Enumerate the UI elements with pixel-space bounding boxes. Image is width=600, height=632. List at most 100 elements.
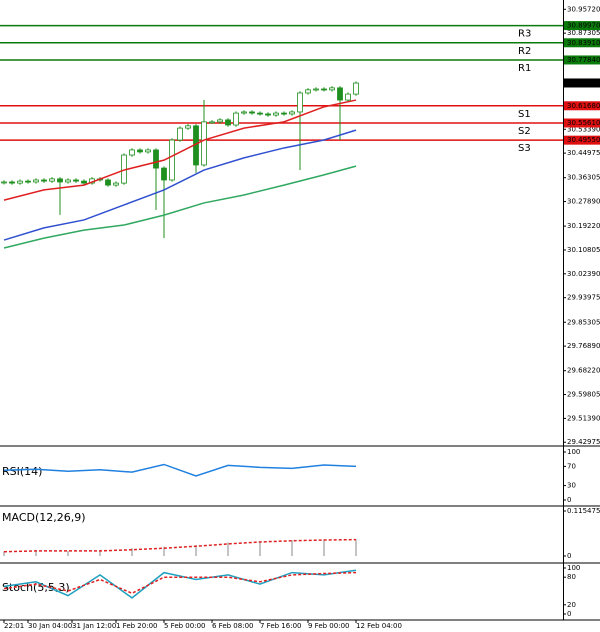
indicator-line xyxy=(3,99,357,201)
candle-body xyxy=(353,82,359,95)
y-tick-label: 0 xyxy=(567,610,571,618)
x-tick-label: 5 Feb 00:00 xyxy=(164,622,205,630)
candle-body xyxy=(345,93,351,101)
candle-body xyxy=(169,139,175,181)
candle-body xyxy=(145,149,151,153)
y-tick-label: 100 xyxy=(567,564,580,572)
x-tick-label: 22:01 xyxy=(4,622,24,630)
candle-body xyxy=(185,125,191,129)
histogram-bar xyxy=(227,542,229,556)
y-tick-label: 30.53390 xyxy=(567,125,600,133)
candle-body xyxy=(113,182,119,186)
candle-body xyxy=(49,178,55,182)
y-tick-label: 30.87305 xyxy=(567,29,600,37)
candle-body xyxy=(17,180,23,184)
histogram-bar xyxy=(259,541,261,556)
candle-body xyxy=(105,179,111,186)
level-name: R2 xyxy=(518,46,531,57)
candle-body xyxy=(289,111,295,115)
histogram-bar xyxy=(355,539,357,556)
candle-body xyxy=(201,121,207,166)
level-label: 30.49550 xyxy=(567,136,600,144)
level-box xyxy=(564,101,600,111)
indicator-line xyxy=(3,538,357,553)
y-tick-label: 30.36305 xyxy=(567,174,600,182)
candle-body xyxy=(33,179,39,183)
indicator-line xyxy=(3,571,357,595)
candle-body xyxy=(153,149,159,169)
candle-body xyxy=(233,112,239,126)
y-tick-label: 30.19220 xyxy=(567,222,600,230)
x-tick-label: 30 Jan 04:00 xyxy=(28,622,72,630)
candle-body xyxy=(225,119,231,126)
y-tick-label: 30.44975 xyxy=(567,149,600,157)
y-tick-label: 30 xyxy=(567,482,576,490)
level-label: 30.83910 xyxy=(567,39,600,47)
y-tick-label: 0.115475 xyxy=(567,507,600,515)
level-box xyxy=(564,135,600,145)
candle-body xyxy=(9,181,15,184)
y-tick-label: 29.51390 xyxy=(567,414,600,422)
y-tick-label: 30.27890 xyxy=(567,198,600,206)
histogram-bar xyxy=(99,551,101,556)
candle-body xyxy=(281,112,287,115)
candle-body xyxy=(209,121,215,124)
candle-body xyxy=(297,92,303,113)
level-box xyxy=(564,55,600,65)
x-tick-label: 6 Feb 08:00 xyxy=(212,622,253,630)
candle-body xyxy=(337,87,343,101)
y-tick-label: 29.93975 xyxy=(567,294,600,302)
level-name: S2 xyxy=(518,126,531,137)
indicator-line xyxy=(3,569,357,599)
candle-body xyxy=(81,180,87,184)
candle-body xyxy=(265,113,271,116)
x-tick-label: 31 Jan 12:00 xyxy=(72,622,116,630)
candle-body xyxy=(137,149,143,153)
y-tick-label: 0 xyxy=(567,552,571,560)
y-tick-label: 29.42975 xyxy=(567,438,600,446)
level-name: R3 xyxy=(518,29,531,40)
level-box xyxy=(564,38,600,48)
candle-body xyxy=(329,87,335,91)
indicator-line xyxy=(3,165,357,249)
indicator-line xyxy=(3,129,357,241)
y-tick-label: 30.95720 xyxy=(567,5,600,13)
candle-body xyxy=(1,181,7,184)
histogram-bar xyxy=(291,540,293,556)
candle-body xyxy=(305,89,311,94)
level-label: 30.89970 xyxy=(567,22,600,30)
y-tick-label: 30.02390 xyxy=(567,270,600,278)
level-name: S1 xyxy=(518,109,531,120)
y-tick-label: 29.85305 xyxy=(567,318,600,326)
y-tick-label: 20 xyxy=(567,601,576,609)
candle-body xyxy=(249,111,255,114)
level-label: 30.77840 xyxy=(567,56,600,64)
candle-body xyxy=(57,178,63,183)
candle-body xyxy=(161,167,167,181)
level-box xyxy=(564,118,600,128)
candle-body xyxy=(273,112,279,116)
candle-body xyxy=(129,149,135,156)
candle-body xyxy=(321,88,327,91)
x-tick-label: 12 Feb 04:00 xyxy=(356,622,402,630)
candle-body xyxy=(41,179,47,182)
last-price-box xyxy=(564,78,600,88)
x-tick-label: 1 Feb 20:00 xyxy=(116,622,157,630)
y-tick-label: 100 xyxy=(567,448,580,456)
histogram-bar xyxy=(35,550,37,556)
candle-body xyxy=(257,112,263,115)
x-tick-label: 7 Feb 16:00 xyxy=(260,622,301,630)
y-tick-label: 29.59805 xyxy=(567,391,600,399)
y-tick-label: 80 xyxy=(567,573,576,581)
level-label: 30.55610 xyxy=(567,119,600,127)
panel-title: RSI(14) xyxy=(2,465,42,478)
histogram-bar xyxy=(131,548,133,556)
last-price-label: 30.69724 xyxy=(567,79,600,87)
candle-body xyxy=(241,111,247,114)
level-box xyxy=(564,21,600,31)
candle-body xyxy=(313,88,319,91)
candle-body xyxy=(65,179,71,183)
level-name: R1 xyxy=(518,63,531,74)
histogram-bar xyxy=(67,550,69,556)
